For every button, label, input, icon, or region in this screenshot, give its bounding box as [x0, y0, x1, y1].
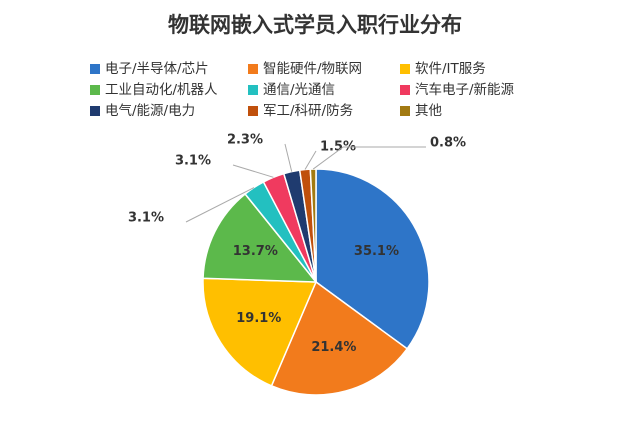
pie-slice [202, 192, 318, 283]
legend-label: 通信/光通信 [263, 82, 335, 98]
legend-label: 军工/科研/防务 [263, 103, 353, 119]
data-label: 21.4% [311, 340, 356, 355]
legend-swatch [248, 85, 258, 95]
data-label: 35.1% [354, 244, 399, 259]
legend-label: 电子/半导体/芯片 [105, 61, 209, 77]
data-label: 1.5% [320, 140, 356, 155]
leader-line [284, 143, 293, 172]
leader-line [232, 164, 274, 178]
legend-swatch [400, 85, 410, 95]
pie-slice [270, 280, 409, 396]
legend-label: 工业自动化/机器人 [105, 82, 218, 98]
legend-swatch [90, 85, 100, 95]
leader-line [312, 146, 426, 170]
leader-line [185, 187, 255, 223]
legend-label: 汽车电子/新能源 [415, 81, 515, 98]
legend-swatch [400, 64, 410, 74]
data-label: 13.7% [233, 244, 278, 259]
legend-swatch [400, 106, 410, 116]
legend-swatch [90, 106, 100, 116]
legend-label: 其他 [415, 103, 442, 119]
data-label: 19.1% [236, 311, 281, 326]
data-label: 0.8% [430, 136, 466, 151]
legend-swatch [90, 64, 100, 74]
legend-label: 智能硬件/物联网 [263, 61, 362, 77]
data-label: 3.1% [128, 211, 164, 226]
legend-label: 电气/能源/电力 [105, 103, 195, 119]
pie-slice [202, 277, 318, 387]
legend-swatch [248, 64, 258, 74]
data-label: 2.3% [227, 133, 263, 148]
legend-label: 软件/IT服务 [415, 61, 486, 77]
leader-line [304, 150, 317, 170]
chart-title: 物联网嵌入式学员入职行业分布 [168, 13, 462, 37]
data-label: 3.1% [175, 154, 211, 169]
pie-slice [315, 168, 430, 350]
legend-swatch [248, 106, 258, 116]
